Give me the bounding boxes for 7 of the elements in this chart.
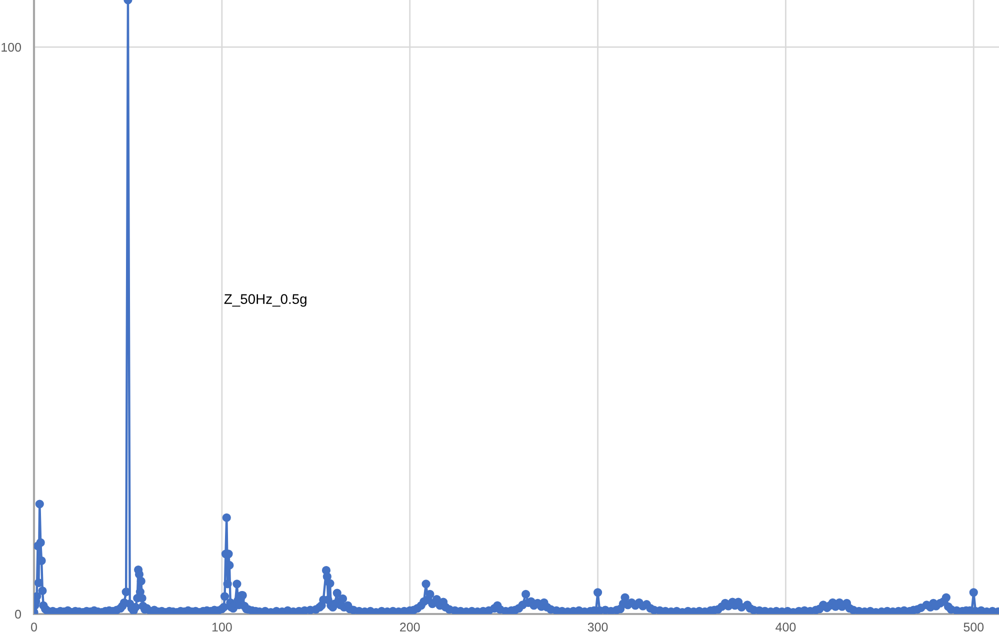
x-tick-label: 200 [400,622,420,632]
x-tick-label: 500 [964,622,984,632]
x-tick-label: 0 [31,622,37,632]
x-tick-label: 300 [588,622,608,632]
text: Z_50Hz_0.5g [224,294,306,307]
x-tick-label: 400 [776,622,796,632]
x-tick-label: 100 [212,622,232,632]
